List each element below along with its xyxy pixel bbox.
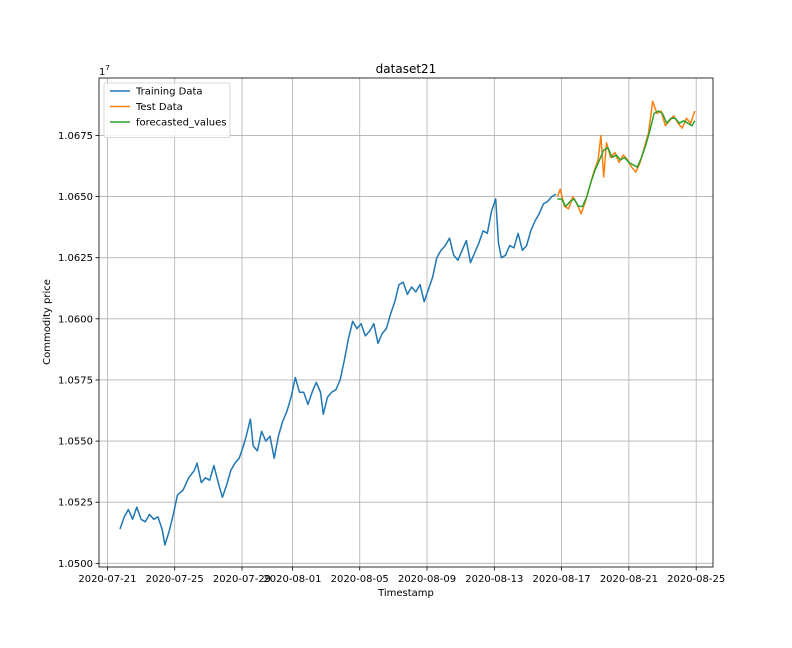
legend-box xyxy=(103,82,231,138)
x-tick-label: 2020-07-25 xyxy=(146,574,204,585)
grid-lines xyxy=(99,78,713,567)
y-axis-label: Commodity price xyxy=(42,279,53,365)
x-tick-label: 2020-08-17 xyxy=(533,574,591,585)
y-tick-label: 1.0600 xyxy=(58,314,93,325)
series-lines xyxy=(119,100,696,546)
x-tick-label: 2020-08-09 xyxy=(398,574,456,585)
legend: Training Data Test Data forecasted_values xyxy=(103,82,231,138)
x-tick-label: 2020-08-13 xyxy=(465,574,523,585)
series-line-0 xyxy=(119,193,557,546)
x-axis-label: Timestamp xyxy=(377,588,434,599)
legend-label: Training Data xyxy=(135,87,203,98)
legend-label: forecasted_values xyxy=(136,118,226,129)
y-tick-label: 1.0500 xyxy=(58,559,93,570)
series-line-2 xyxy=(557,110,696,208)
plot-frame xyxy=(98,77,714,568)
chart-title: dataset21 xyxy=(376,62,437,76)
y-axis-multiplier: 17 xyxy=(99,64,110,78)
y-tick-label: 1.0525 xyxy=(58,498,93,509)
y-axis-ticks: 1.0500 1.0525 1.0550 1.0575 1.0600 1.0625 1.06… xyxy=(58,131,99,570)
x-tick-label: 2020-07-21 xyxy=(78,574,136,585)
x-tick-label: 2020-08-21 xyxy=(600,574,658,585)
x-axis-ticks: 2020-07-21 2020-07-25 2020-07-292020-08-01… xyxy=(78,567,725,585)
x-tick-label: 2020-08-25 xyxy=(667,574,725,585)
legend-label: Test Data xyxy=(135,102,183,113)
y-tick-label: 1.0650 xyxy=(58,192,93,203)
y-tick-label: 1.0575 xyxy=(58,375,93,386)
y-tick-label: 1.0675 xyxy=(58,131,93,142)
x-tick-label: 2020-07-29 xyxy=(213,574,271,585)
x-tick-label: 2020-08-01 xyxy=(263,574,321,585)
x-tick-label: 2020-08-05 xyxy=(331,574,389,585)
y-tick-label: 1.0550 xyxy=(58,437,93,448)
y-tick-label: 1.0625 xyxy=(58,253,93,264)
plot-area xyxy=(99,78,713,567)
